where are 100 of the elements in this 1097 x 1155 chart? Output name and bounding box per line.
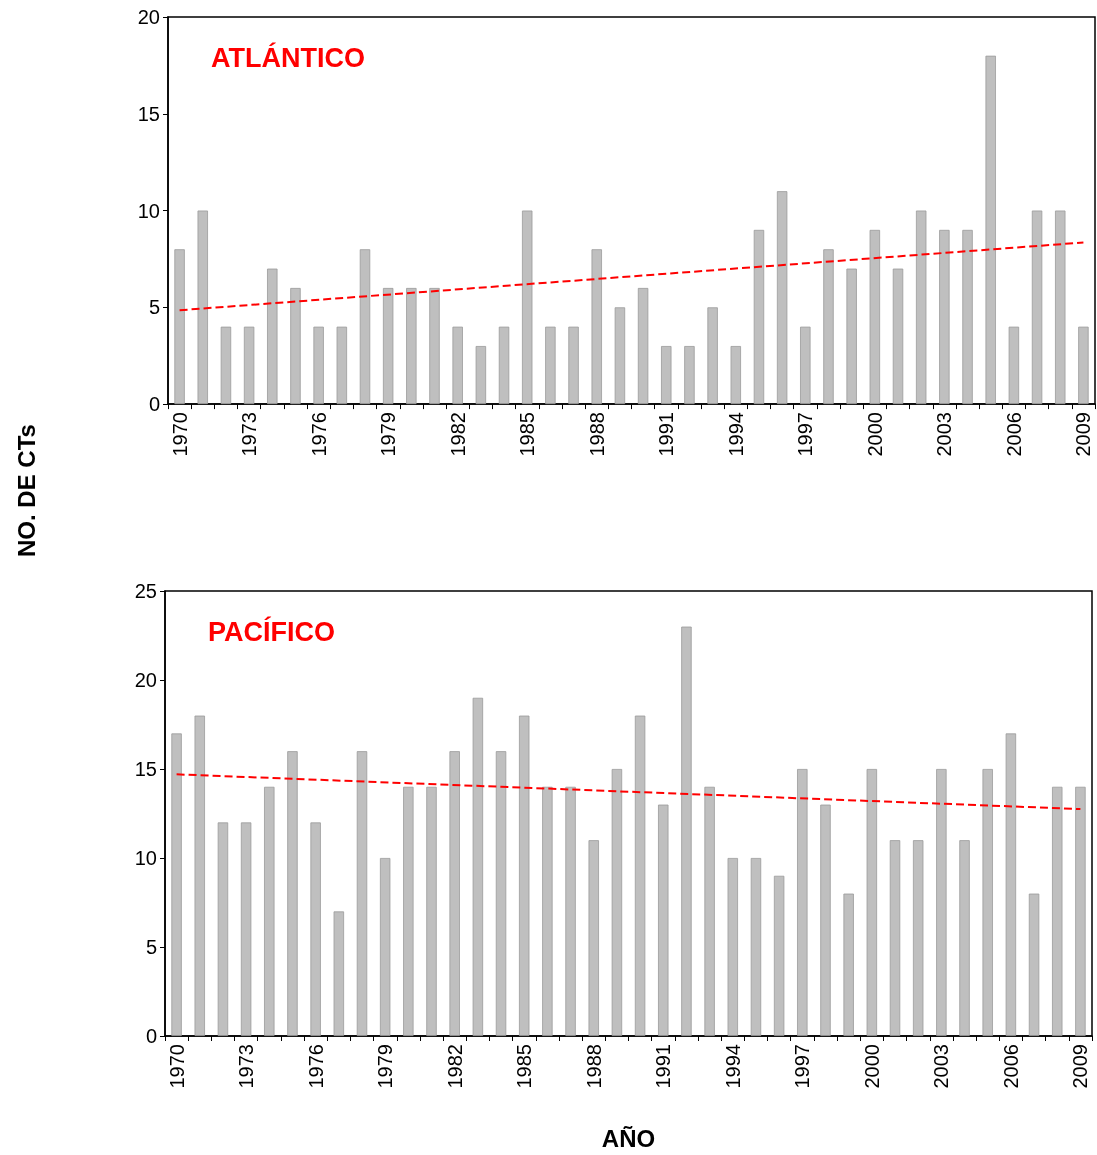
x-tick-label: 2006 — [1002, 412, 1025, 457]
bar — [429, 287, 440, 405]
x-tick-label: 2003 — [933, 412, 956, 457]
bar — [962, 229, 973, 405]
bar — [522, 210, 533, 405]
bar — [1078, 326, 1089, 405]
bar — [661, 346, 672, 405]
bar — [171, 733, 182, 1036]
bar — [452, 326, 463, 405]
bar — [498, 326, 510, 405]
y-tick-label: 0 — [148, 393, 160, 416]
bar — [545, 326, 556, 405]
bar — [542, 786, 553, 1036]
bar — [869, 229, 881, 405]
x-tick-label: 1985 — [513, 1044, 536, 1089]
x-axis-title: AÑO — [601, 1124, 656, 1152]
bar — [406, 287, 417, 405]
bar — [356, 751, 368, 1036]
x-tick-label: 1991 — [655, 412, 678, 457]
bar — [1055, 210, 1066, 405]
bar — [194, 715, 205, 1036]
bar — [939, 229, 950, 405]
bar — [519, 715, 530, 1036]
x-tick-label: 1979 — [377, 412, 400, 457]
bar — [426, 786, 437, 1036]
bar — [403, 786, 414, 1036]
bar — [889, 840, 901, 1036]
x-tick-label: 2009 — [1072, 412, 1095, 457]
bar — [634, 715, 646, 1036]
x-tick-label: 1997 — [794, 412, 817, 457]
y-axis-title: NO. DE CTs — [12, 424, 40, 557]
bar — [800, 326, 811, 405]
bar — [704, 786, 715, 1036]
bar — [495, 751, 507, 1036]
bar — [753, 229, 765, 405]
y-tick-label: 25 — [134, 580, 157, 602]
bar — [936, 769, 947, 1036]
bar — [823, 249, 834, 405]
x-tick-label: 1994 — [724, 412, 747, 457]
bar — [382, 287, 394, 405]
x-tick-label: 1982 — [443, 1044, 466, 1089]
x-tick-label: 1970 — [168, 412, 191, 457]
text: ATLÁNTICO — [211, 41, 365, 73]
bar — [475, 346, 487, 405]
bar — [843, 893, 854, 1036]
bar — [892, 268, 904, 405]
bar — [217, 822, 229, 1036]
bar — [1075, 786, 1086, 1036]
bar — [773, 875, 785, 1036]
bar — [1052, 786, 1063, 1036]
x-tick-label: 1988 — [585, 412, 608, 457]
y-tick-label: 5 — [148, 296, 160, 319]
x-tick-label: 1979 — [374, 1044, 397, 1089]
y-tick-label: 15 — [134, 758, 157, 780]
bar — [846, 268, 857, 405]
bar — [611, 769, 623, 1036]
x-tick-label: 2009 — [1069, 1044, 1092, 1089]
x-tick-label: 1997 — [791, 1044, 814, 1089]
bar — [707, 307, 718, 405]
bar — [820, 804, 831, 1036]
bar — [1028, 893, 1040, 1036]
x-tick-label: 2006 — [999, 1044, 1022, 1089]
x-tick-label: 2000 — [860, 1044, 883, 1089]
bar — [658, 804, 669, 1036]
bar — [797, 769, 808, 1036]
bar — [333, 911, 345, 1036]
bar — [588, 840, 599, 1036]
bar — [359, 249, 371, 405]
bar — [472, 697, 484, 1036]
x-tick-label: 1982 — [446, 412, 469, 457]
bar — [1031, 210, 1043, 405]
bar — [287, 751, 298, 1036]
text: PACÍFICO — [208, 615, 335, 647]
bar — [684, 346, 695, 405]
bar — [985, 55, 996, 405]
x-tick-label: 1988 — [582, 1044, 605, 1089]
bar — [379, 858, 391, 1036]
bar — [866, 769, 878, 1036]
bar — [637, 287, 649, 405]
y-tick-label: 20 — [137, 6, 160, 28]
y-tick-label: 0 — [145, 1025, 157, 1047]
bar — [313, 326, 324, 405]
bar — [264, 786, 275, 1036]
bar — [614, 307, 626, 405]
bar — [197, 210, 208, 405]
x-tick-label: 1976 — [304, 1044, 327, 1089]
bar — [591, 249, 602, 405]
bar — [681, 626, 692, 1036]
bar — [959, 840, 970, 1036]
bar — [727, 858, 738, 1036]
x-tick-label: 1973 — [238, 412, 261, 457]
bar — [174, 249, 185, 405]
y-tick-label: 15 — [137, 102, 160, 125]
x-tick-label: 1973 — [235, 1044, 258, 1089]
bar — [915, 210, 927, 405]
x-tick-label: 1994 — [721, 1044, 744, 1089]
bar — [568, 326, 579, 405]
bar — [310, 822, 321, 1036]
bar — [240, 822, 252, 1036]
bar — [1008, 326, 1020, 405]
